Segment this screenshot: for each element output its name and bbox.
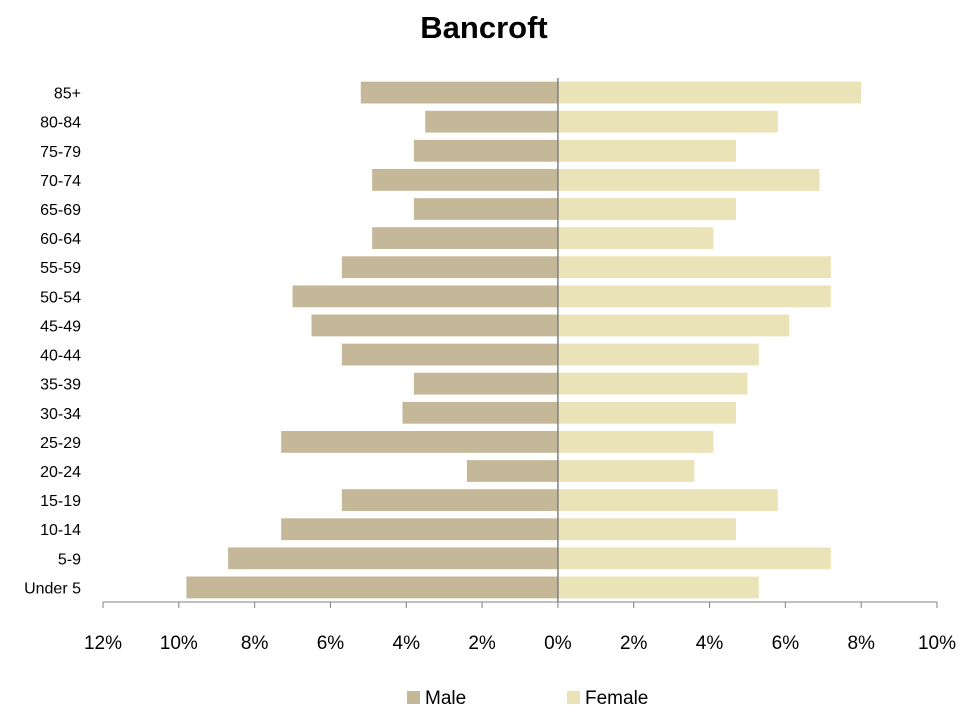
x-tick-label: 10% (918, 633, 956, 654)
category-label: 60-64 (40, 231, 81, 248)
bar-male (341, 343, 558, 366)
bar-female (557, 256, 831, 279)
legend: Male Female (407, 688, 648, 709)
bar-male (413, 198, 558, 220)
category-label: 65-69 (40, 202, 81, 219)
chart-title: Bancroft (420, 10, 547, 45)
bar-male (402, 401, 558, 424)
legend-label: Male (425, 688, 466, 709)
female-bars (557, 81, 862, 599)
bar-male (292, 285, 558, 308)
bar-female (557, 81, 862, 104)
x-tick-label: 2% (620, 633, 648, 654)
category-label: 80-84 (40, 115, 81, 132)
x-axis-ticks: 12% 10% 8% 6% 4% 2% 0% 2% 4% 6% 8% 10% (84, 602, 956, 654)
category-label: 15-19 (40, 493, 81, 510)
bar-female (557, 168, 820, 191)
category-label: 85+ (54, 86, 81, 103)
category-label: 70-74 (40, 173, 81, 190)
category-label: 30-34 (40, 406, 81, 423)
bar-male (341, 256, 558, 279)
bar-female (557, 314, 790, 337)
bar-male (372, 168, 558, 191)
bar-female (557, 285, 831, 308)
x-tick-label: 8% (847, 633, 875, 654)
bar-female (557, 401, 737, 424)
bar-male (466, 460, 558, 482)
legend-label: Female (585, 688, 648, 709)
bar-female (557, 198, 737, 220)
bar-male (281, 430, 558, 453)
bar-female (557, 547, 831, 570)
bar-male (281, 518, 558, 541)
x-tick-label: 6% (772, 633, 800, 654)
bar-female (557, 110, 778, 133)
bar-male (372, 227, 558, 250)
x-tick-label: 2% (468, 633, 496, 654)
bar-female (557, 489, 778, 512)
bar-female (557, 430, 714, 453)
category-label: 25-29 (40, 435, 81, 452)
category-label: 55-59 (40, 260, 81, 277)
x-tick-label: 10% (160, 633, 198, 654)
category-label: 20-24 (40, 464, 81, 481)
category-label: 45-49 (40, 318, 81, 335)
category-label: 35-39 (40, 377, 81, 394)
bar-female (557, 576, 759, 599)
bar-female (557, 343, 759, 366)
bar-female (557, 227, 714, 250)
bar-female (557, 460, 695, 482)
x-tick-label: 4% (696, 633, 724, 654)
bar-male (186, 576, 558, 599)
bar-female (557, 139, 737, 162)
x-tick-label: 8% (241, 633, 269, 654)
bar-male (228, 547, 558, 570)
male-bars (186, 81, 558, 599)
bar-female (557, 518, 737, 541)
bar-male (413, 372, 558, 395)
category-label: 5-9 (58, 551, 81, 568)
bar-male (413, 139, 558, 162)
bar-male (425, 110, 558, 133)
x-tick-label: 0% (544, 633, 572, 654)
legend-swatch (407, 691, 420, 704)
bar-male (341, 489, 558, 512)
bar-female (557, 372, 748, 395)
category-label: 50-54 (40, 289, 81, 306)
x-tick-label: 12% (84, 633, 122, 654)
bar-male (360, 81, 558, 104)
category-label: Under 5 (24, 580, 81, 597)
category-labels: 85+ 80-84 75-79 70-74 65-69 60-64 55-59 50-54 45… (24, 86, 81, 598)
x-tick-label: 6% (317, 633, 345, 654)
x-tick-label: 4% (393, 633, 421, 654)
category-label: 10-14 (40, 522, 81, 539)
bar-male (311, 314, 558, 337)
category-label: 40-44 (40, 348, 81, 365)
legend-swatch (567, 691, 580, 704)
category-label: 75-79 (40, 144, 81, 161)
